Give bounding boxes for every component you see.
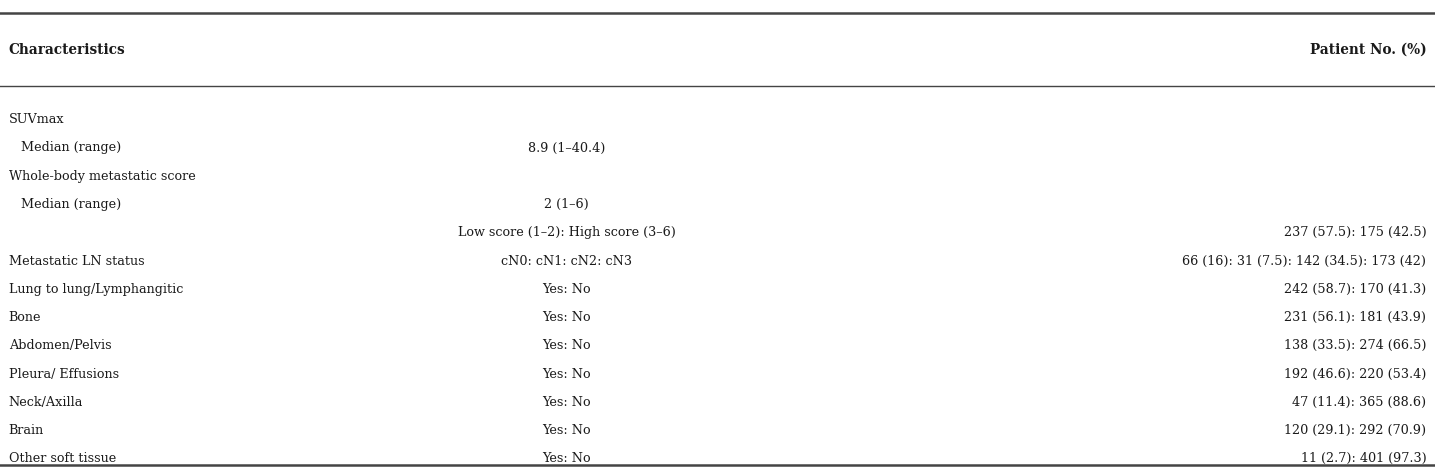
Text: 192 (46.6): 220 (53.4): 192 (46.6): 220 (53.4) — [1284, 368, 1426, 380]
Text: Abdomen/Pelvis: Abdomen/Pelvis — [9, 339, 112, 352]
Text: cN0: cN1: cN2: cN3: cN0: cN1: cN2: cN3 — [501, 255, 633, 267]
Text: Bone: Bone — [9, 311, 42, 324]
Text: 47 (11.4): 365 (88.6): 47 (11.4): 365 (88.6) — [1293, 396, 1426, 409]
Text: 8.9 (1–40.4): 8.9 (1–40.4) — [528, 142, 606, 154]
Text: Median (range): Median (range) — [9, 142, 121, 154]
Text: Median (range): Median (range) — [9, 198, 121, 211]
Text: Yes: No: Yes: No — [542, 368, 591, 380]
Text: Brain: Brain — [9, 424, 44, 437]
Text: Yes: No: Yes: No — [542, 396, 591, 409]
Text: 66 (16): 31 (7.5): 142 (34.5): 173 (42): 66 (16): 31 (7.5): 142 (34.5): 173 (42) — [1182, 255, 1426, 267]
Text: 242 (58.7): 170 (41.3): 242 (58.7): 170 (41.3) — [1284, 283, 1426, 296]
Text: SUVmax: SUVmax — [9, 113, 65, 126]
Text: Low score (1–2): High score (3–6): Low score (1–2): High score (3–6) — [458, 226, 676, 239]
Text: Yes: No: Yes: No — [542, 424, 591, 437]
Text: Whole-body metastatic score: Whole-body metastatic score — [9, 170, 195, 183]
Text: Metastatic LN status: Metastatic LN status — [9, 255, 145, 267]
Text: Yes: No: Yes: No — [542, 339, 591, 352]
Text: Yes: No: Yes: No — [542, 452, 591, 466]
Text: Lung to lung/Lymphangitic: Lung to lung/Lymphangitic — [9, 283, 184, 296]
Text: 2 (1–6): 2 (1–6) — [544, 198, 590, 211]
Text: Pleura/ Effusions: Pleura/ Effusions — [9, 368, 119, 380]
Text: Neck/Axilla: Neck/Axilla — [9, 396, 83, 409]
Text: 138 (33.5): 274 (66.5): 138 (33.5): 274 (66.5) — [1284, 339, 1426, 352]
Text: 11 (2.7): 401 (97.3): 11 (2.7): 401 (97.3) — [1300, 452, 1426, 466]
Text: Characteristics: Characteristics — [9, 43, 125, 57]
Text: Yes: No: Yes: No — [542, 311, 591, 324]
Text: 231 (56.1): 181 (43.9): 231 (56.1): 181 (43.9) — [1284, 311, 1426, 324]
Text: Yes: No: Yes: No — [542, 283, 591, 296]
Text: Other soft tissue: Other soft tissue — [9, 452, 116, 466]
Text: Patient No. (%): Patient No. (%) — [1310, 43, 1426, 57]
Text: 237 (57.5): 175 (42.5): 237 (57.5): 175 (42.5) — [1284, 226, 1426, 239]
Text: 120 (29.1): 292 (70.9): 120 (29.1): 292 (70.9) — [1284, 424, 1426, 437]
